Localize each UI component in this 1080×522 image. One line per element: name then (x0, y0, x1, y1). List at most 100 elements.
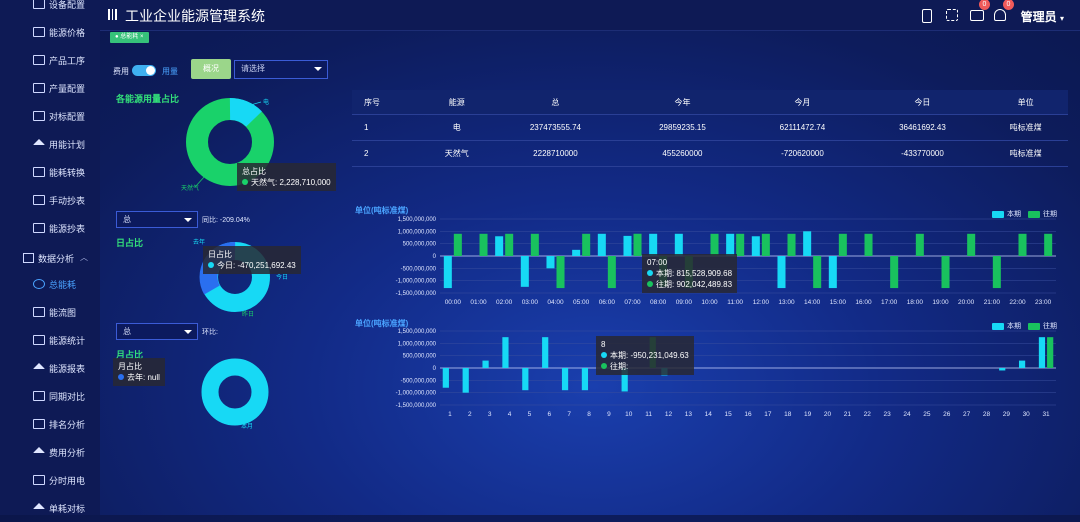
bar-current[interactable] (621, 368, 628, 392)
sidebar-item-energy-conversion[interactable]: 能耗转换 (0, 158, 100, 186)
sidebar-item-product-process[interactable]: 产品工序 (0, 46, 100, 74)
bar-current[interactable] (546, 256, 555, 269)
bar-past[interactable] (915, 233, 924, 256)
bar-current[interactable] (726, 233, 735, 256)
bar-current[interactable] (482, 360, 489, 368)
close-icon[interactable]: × (139, 34, 144, 40)
total-select-day[interactable]: 总 (116, 211, 198, 228)
sidebar-group-data-analysis[interactable]: 数据分析 ︿ (0, 247, 100, 269)
bar-current[interactable] (828, 256, 837, 289)
fullscreen-icon[interactable] (946, 9, 958, 21)
y-tick-label: -500,000,000 (401, 266, 437, 272)
sidebar-item-unit-benchmark[interactable]: 单耗对标 (0, 494, 100, 522)
x-tick-label: 18:00 (907, 299, 924, 306)
sidebar-item-benchmark-config[interactable]: 对标配置 (0, 102, 100, 130)
bar-past[interactable] (941, 256, 950, 289)
bar-current[interactable] (803, 231, 812, 256)
tab-total-energy[interactable]: ● 总能耗 × (110, 32, 149, 43)
bar-past[interactable] (556, 256, 565, 289)
sidebar-item-total-energy[interactable]: 总能耗 (0, 270, 100, 298)
sidebar-item-output-config[interactable]: 产量配置 (0, 74, 100, 102)
x-tick-label: 1 (448, 411, 452, 418)
mail-icon[interactable] (970, 10, 984, 21)
bar-current[interactable] (542, 337, 549, 368)
legend-label: 往期 (1043, 211, 1057, 218)
pie1-slice-elec[interactable] (229, 98, 262, 128)
bar-past[interactable] (813, 256, 822, 289)
sidebar-item-energy-price[interactable]: 能源价格 (0, 18, 100, 46)
bar-past[interactable] (710, 233, 719, 256)
bar-past[interactable] (530, 233, 539, 256)
menu-toggle-icon[interactable] (108, 9, 118, 20)
energy-select[interactable]: 请选择 (234, 60, 328, 79)
bar-current[interactable] (623, 235, 632, 256)
sidebar-item-manual-meter[interactable]: 手动抄表 (0, 186, 100, 214)
bar-past[interactable] (479, 233, 488, 256)
sidebar-item-energy-flow[interactable]: 能流图 (0, 298, 100, 326)
sidebar-item-ranking[interactable]: 排名分析 (0, 410, 100, 438)
cost-usage-toggle[interactable] (132, 65, 156, 76)
bar-past[interactable] (1018, 233, 1027, 256)
sidebar-item-yoy-compare[interactable]: 同期对比 (0, 382, 100, 410)
bar-current[interactable] (777, 256, 786, 289)
x-tick-label: 7 (567, 411, 571, 418)
bar-current[interactable] (502, 337, 509, 368)
bar-past[interactable] (736, 233, 745, 256)
bar-current[interactable] (442, 368, 449, 388)
bar-current[interactable] (1018, 360, 1026, 368)
bar-past[interactable] (864, 233, 873, 256)
bar-past[interactable] (633, 233, 642, 256)
bar-past[interactable] (761, 233, 770, 256)
bar-past[interactable] (582, 233, 591, 256)
bar-current[interactable] (572, 249, 581, 256)
bar-current[interactable] (581, 368, 589, 391)
bar-current[interactable] (495, 236, 504, 256)
bar-past[interactable] (1047, 337, 1054, 368)
bar-current[interactable] (443, 256, 452, 289)
mobile-icon[interactable] (922, 9, 932, 23)
sidebar-item-cost[interactable]: 费用分析 (0, 438, 100, 466)
bar-current[interactable] (462, 368, 469, 393)
bar-past[interactable] (967, 233, 976, 256)
energy-table: 序号 能源 总 今年 今月 今日 单位 1 电 237473555.74 298592… (352, 90, 1068, 167)
bar-current[interactable] (561, 368, 569, 391)
bar-current[interactable] (522, 368, 529, 391)
pie3-slice-month[interactable] (201, 358, 269, 426)
bar-past[interactable] (453, 233, 462, 256)
bar-current[interactable] (751, 236, 760, 256)
sidebar-item-energy-report[interactable]: 能源报表 (0, 354, 100, 382)
x-tick-label: 3 (488, 411, 492, 418)
bar-past[interactable] (505, 233, 514, 256)
sidebar-item-energy-plan[interactable]: 用能计划 (0, 130, 100, 158)
caret-down-icon (184, 330, 192, 334)
bar-current[interactable] (999, 368, 1006, 371)
table-row[interactable]: 2 天然气 2228710000 455260000 -720620000 -433770… (352, 140, 1068, 167)
bar-current[interactable] (520, 256, 529, 287)
bell-icon[interactable] (994, 9, 1006, 21)
table-row[interactable]: 1 电 237473555.74 29859235.15 62111472.74 3646… (352, 114, 1068, 141)
bar-past[interactable] (787, 233, 796, 256)
bar-current[interactable] (674, 233, 683, 256)
bar-current[interactable] (649, 233, 658, 256)
chevron-up-icon: ︿ (80, 253, 88, 262)
bar-past[interactable] (838, 233, 847, 256)
bar-past[interactable] (1044, 233, 1053, 256)
sidebar-item-label: 设备配置 (49, 0, 86, 10)
overview-button[interactable]: 概况 (191, 59, 231, 79)
bar-current[interactable] (597, 233, 606, 256)
sidebar-item-label: 单耗对标 (49, 503, 86, 514)
sidebar-item-energy-stats[interactable]: 能源统计 (0, 326, 100, 354)
total-select-month[interactable]: 总 (116, 323, 198, 340)
sidebar-item-energy-meter[interactable]: 能源抄表 (0, 214, 100, 242)
bar-current[interactable] (1038, 337, 1046, 368)
bar-past[interactable] (607, 256, 616, 289)
x-tick-label: 06:00 (599, 299, 616, 306)
bar-past[interactable] (890, 256, 899, 289)
user-menu[interactable]: 管理员 ▾ (1021, 8, 1064, 25)
sidebar-item-timed-power[interactable]: 分时用电 (0, 466, 100, 494)
bar-past[interactable] (992, 256, 1001, 289)
analysis-icon (23, 253, 34, 263)
col-header: 今年 (621, 90, 744, 115)
compare-icon (33, 391, 45, 401)
sidebar-item-device-config[interactable]: 设备配置 (0, 0, 100, 18)
